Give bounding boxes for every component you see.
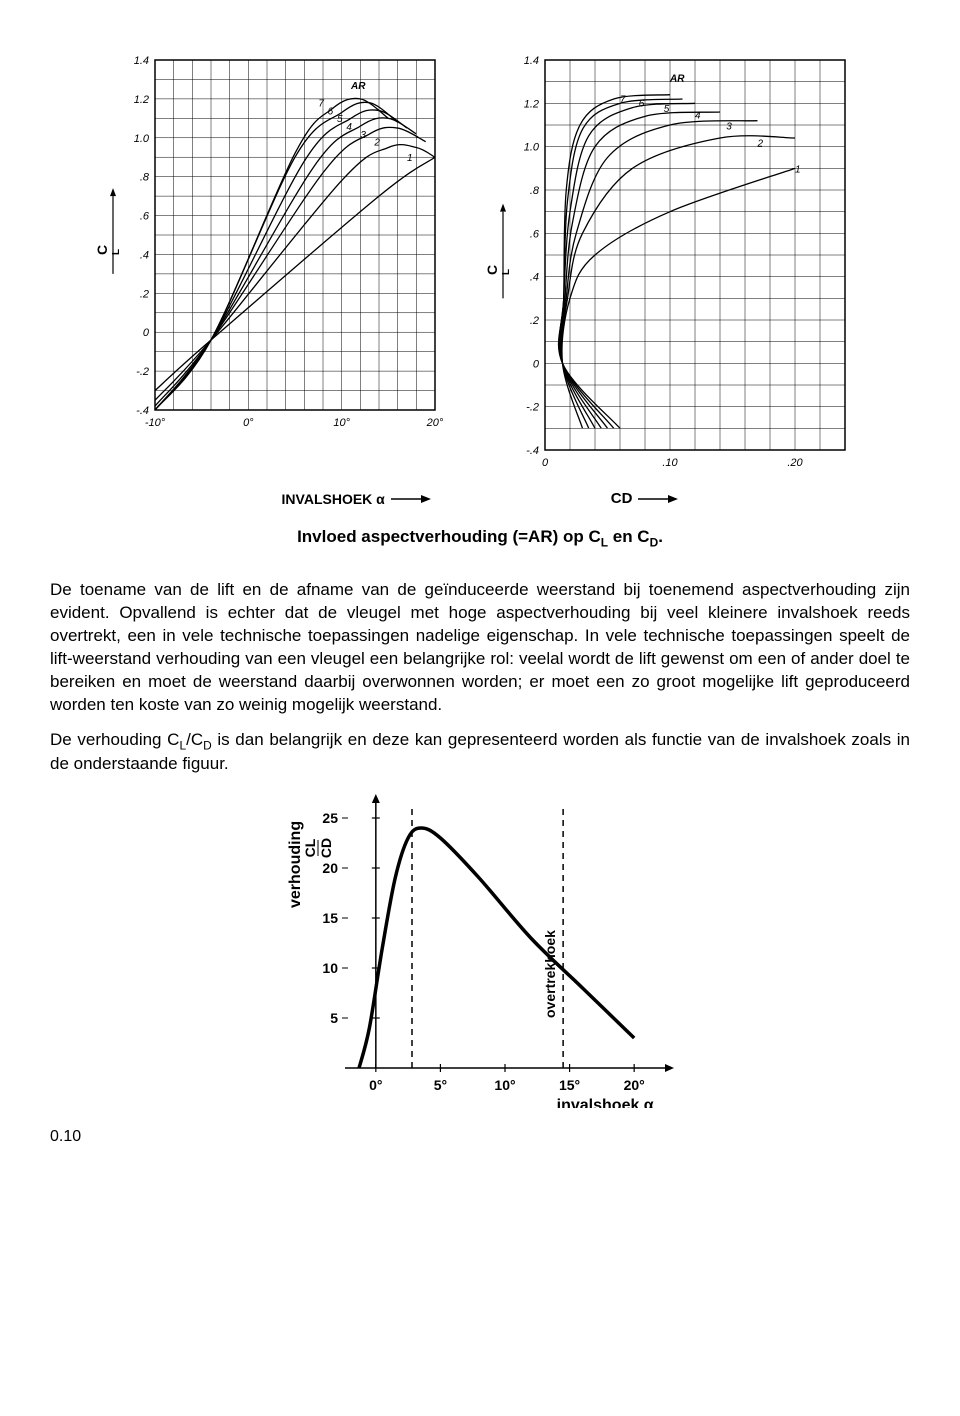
svg-text:5: 5 (330, 1010, 338, 1026)
svg-text:2: 2 (373, 138, 380, 149)
svg-text:6: 6 (639, 99, 645, 110)
svg-text:-.2: -.2 (526, 402, 539, 414)
chart2-wrap: -.4 -.2 0 .2 .4 .6 .8 1.0 1.2 1.4 0 .10 .20 CL 1 2 3 4 5 6 7… (485, 40, 865, 480)
chart2: -.4 -.2 0 .2 .4 .6 .8 1.0 1.2 1.4 0 .10 .20 CL 1 2 3 4 5 6 7… (485, 40, 865, 480)
svg-text:-.4: -.4 (526, 445, 539, 457)
invalshoek-label: INVALSHOEK α (282, 491, 385, 507)
chart1-wrap: -.4 -.2 0 .2 .4 .6 .8 1.0 1.2 1.4 -10° 0° 10° 20° CL 1 2… (95, 40, 455, 480)
svg-text:5°: 5° (434, 1077, 447, 1093)
svg-text:.4: .4 (140, 249, 149, 261)
svg-text:.10: .10 (662, 457, 678, 469)
svg-text:-.2: -.2 (136, 366, 149, 378)
svg-text:.6: .6 (530, 228, 540, 240)
svg-text:4: 4 (346, 122, 352, 133)
arrow-right-icon (391, 494, 431, 504)
svg-text:1: 1 (795, 165, 801, 176)
svg-text:.20: .20 (787, 457, 803, 469)
axis-labels-row: INVALSHOEK α CD (50, 490, 910, 507)
svg-text:L: L (501, 269, 512, 275)
chart2-xlabel: CD (611, 490, 679, 507)
svg-text:1.0: 1.0 (524, 142, 540, 154)
svg-text:-10°: -10° (145, 417, 166, 429)
svg-text:0: 0 (533, 358, 540, 370)
svg-text:7: 7 (318, 99, 324, 110)
svg-text:.6: .6 (140, 211, 150, 223)
svg-text:20°: 20° (426, 417, 444, 429)
svg-text:.8: .8 (140, 172, 150, 184)
svg-text:1.2: 1.2 (134, 94, 149, 106)
svg-text:20: 20 (322, 860, 338, 876)
svg-text:C: C (485, 265, 500, 275)
svg-text:L: L (111, 249, 122, 255)
svg-text:overtrekhoek: overtrekhoek (542, 930, 558, 1018)
svg-text:.2: .2 (140, 288, 149, 300)
svg-text:AR: AR (669, 74, 685, 85)
chart1-xlabel: INVALSHOEK α (282, 490, 431, 507)
svg-text:.8: .8 (530, 185, 540, 197)
svg-text:.2: .2 (530, 315, 539, 327)
svg-text:5: 5 (664, 104, 670, 115)
svg-text:1.4: 1.4 (134, 55, 149, 67)
svg-text:1.2: 1.2 (524, 98, 539, 110)
svg-text:0: 0 (143, 327, 150, 339)
svg-text:0°: 0° (243, 417, 254, 429)
svg-text:2: 2 (757, 139, 764, 150)
figure-caption: Invloed aspectverhouding (=AR) op CL en … (50, 527, 910, 549)
svg-text:15: 15 (322, 910, 338, 926)
paragraph-2: De verhouding CL/CD is dan belangrijk en… (50, 729, 910, 776)
svg-text:3: 3 (726, 121, 732, 132)
svg-text:-.4: -.4 (136, 405, 149, 417)
svg-text:10: 10 (322, 960, 338, 976)
chart1: -.4 -.2 0 .2 .4 .6 .8 1.0 1.2 1.4 -10° 0° 10° 20° CL 1 2… (95, 40, 455, 440)
svg-text:1.0: 1.0 (134, 133, 150, 145)
svg-text:15°: 15° (559, 1077, 580, 1093)
svg-text:CL: CL (302, 839, 318, 858)
chart3: 5 10 15 20 25 0° 5° 10° 15° 20° overtrekhoek verhou… (270, 788, 690, 1108)
svg-text:25: 25 (322, 810, 338, 826)
svg-text:20°: 20° (624, 1077, 645, 1093)
cd-label: CD (611, 490, 633, 507)
svg-text:1.4: 1.4 (524, 55, 539, 67)
svg-text:verhouding: verhouding (287, 821, 304, 908)
svg-text:5: 5 (337, 114, 343, 125)
svg-text:invalshoek α: invalshoek α (557, 1097, 654, 1108)
paragraph-1: De toename van de lift en de afname van … (50, 579, 910, 717)
top-charts-row: -.4-.20.2.4.6.81.01.21.4-10°0°10°20°CL12… (50, 40, 910, 480)
svg-text:AR: AR (350, 81, 366, 92)
svg-text:10°: 10° (494, 1077, 515, 1093)
svg-text:CD: CD (318, 838, 334, 858)
svg-text:7: 7 (620, 94, 626, 105)
svg-text:3: 3 (360, 130, 366, 141)
svg-text:.4: .4 (530, 272, 539, 284)
svg-text:1: 1 (407, 153, 413, 164)
page-number: 0.10 (50, 1128, 910, 1146)
svg-text:C: C (95, 245, 110, 255)
arrow-right-icon (638, 494, 678, 504)
svg-text:0°: 0° (369, 1077, 382, 1093)
svg-text:4: 4 (695, 111, 701, 122)
svg-text:10°: 10° (333, 417, 350, 429)
chart3-wrap: 5 10 15 20 25 0° 5° 10° 15° 20° overtrekhoek verhou… (50, 788, 910, 1108)
svg-text:0: 0 (542, 457, 549, 469)
svg-text:6: 6 (328, 106, 334, 117)
